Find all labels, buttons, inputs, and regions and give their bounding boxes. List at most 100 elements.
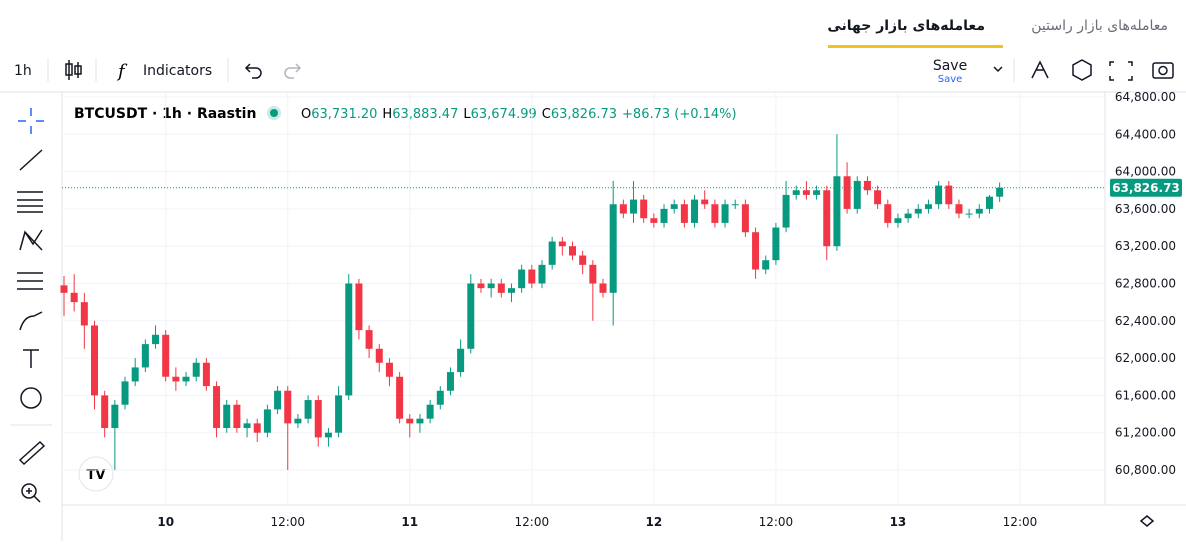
candle-body	[904, 213, 912, 219]
candle-body	[131, 367, 139, 382]
x-tick-label: 13	[890, 515, 907, 529]
fib-tool[interactable]	[17, 191, 43, 213]
last-price-label: 63,826.73	[1112, 181, 1180, 195]
candle-body	[640, 199, 648, 219]
text-tool[interactable]	[23, 349, 39, 368]
save-button[interactable]: Save	[933, 58, 967, 74]
candle-body	[304, 400, 312, 419]
drawing-toolbar	[17, 108, 46, 503]
emoji-tool[interactable]	[20, 387, 42, 409]
redo-button[interactable]	[284, 63, 302, 79]
candle-body	[467, 283, 475, 349]
pattern-tool[interactable]	[19, 229, 43, 251]
label: C	[542, 107, 551, 122]
candle-body	[650, 218, 658, 223]
candle-body	[162, 334, 170, 377]
candle-body	[141, 344, 149, 368]
indicators-button[interactable]: Indicators	[143, 63, 212, 79]
candle-body	[263, 409, 271, 433]
candle-body	[223, 404, 231, 429]
candle-body	[324, 432, 332, 438]
candle-body	[985, 196, 993, 209]
candle-body	[589, 264, 597, 284]
alert-button[interactable]	[1031, 60, 1049, 79]
status-dot	[270, 109, 278, 117]
candle-type-button[interactable]	[65, 60, 82, 80]
crosshair-tool[interactable]	[18, 108, 44, 134]
candle-body	[599, 283, 607, 293]
candle-body	[172, 376, 180, 382]
candle-body	[274, 390, 282, 410]
tab-active[interactable]: معامله‌های بازار جهانی	[827, 18, 985, 34]
candle-body	[497, 283, 505, 293]
candle-body	[416, 418, 424, 424]
candle-body	[507, 288, 515, 293]
candle-body	[975, 208, 983, 214]
candle-body	[192, 362, 200, 377]
candle-body	[243, 423, 251, 429]
candle-body	[955, 204, 963, 214]
candle-body	[762, 260, 770, 270]
y-tick-label: 64,000.00	[1115, 165, 1176, 179]
screenshot-button[interactable]	[1152, 62, 1174, 79]
candle-body	[385, 362, 393, 377]
x-tick-label: 12:00	[515, 515, 550, 529]
candle-body	[426, 404, 434, 419]
settings-button[interactable]	[1072, 59, 1092, 81]
trendline-tool[interactable]	[19, 149, 43, 171]
candle-body	[833, 176, 841, 247]
undo-button[interactable]	[244, 63, 262, 79]
tab-bar	[0, 0, 1186, 48]
y-tick-label: 64,400.00	[1115, 127, 1176, 141]
candle-body	[457, 348, 465, 373]
candle-body	[701, 199, 709, 205]
candle-body	[548, 241, 556, 265]
logo[interactable]	[78, 456, 114, 492]
candle-body	[406, 418, 414, 424]
y-tick-label: 62,400.00	[1115, 314, 1176, 328]
candle-body	[711, 204, 719, 223]
projection-tool[interactable]	[17, 272, 43, 290]
candle-body	[558, 241, 566, 247]
candle-body	[538, 264, 546, 284]
label: H	[382, 107, 392, 122]
ruler-tool[interactable]	[18, 440, 46, 466]
candle-body	[294, 418, 302, 424]
candle-body	[619, 204, 627, 214]
candle-body	[80, 302, 88, 326]
indicators-icon[interactable]: f	[116, 61, 128, 82]
y-tick-label: 61,200.00	[1115, 426, 1176, 440]
candle-body	[741, 204, 749, 233]
axis-settings[interactable]	[1139, 515, 1155, 527]
candle-body	[874, 190, 882, 205]
tab[interactable]: معامله‌های بازار راستین	[1031, 18, 1168, 34]
y-tick-label: 62,800.00	[1115, 277, 1176, 291]
save-menu[interactable]	[993, 66, 1003, 73]
y-tick-label: 61,600.00	[1115, 388, 1176, 402]
candle-body	[945, 185, 953, 205]
candle-body	[284, 390, 292, 424]
candle-body	[894, 218, 902, 223]
candle-body	[253, 423, 261, 433]
y-tick-label: 63,200.00	[1115, 239, 1176, 253]
x-tick-label: 12	[646, 515, 663, 529]
candle-body	[965, 213, 973, 215]
x-tick-label: 12:00	[270, 515, 305, 529]
candle-body	[446, 372, 454, 391]
logo-mark: TV	[87, 468, 106, 483]
candle-body	[996, 187, 1004, 197]
interval-button[interactable]: 1h	[14, 63, 32, 79]
brush-tool[interactable]	[19, 311, 43, 331]
fullscreen-button[interactable]	[1109, 61, 1133, 81]
zoom-tool[interactable]	[21, 483, 37, 499]
candle-body	[853, 180, 861, 209]
candle-body	[813, 190, 821, 195]
candle-body	[935, 185, 943, 205]
tab-underline	[828, 45, 1003, 48]
candle-body	[863, 180, 871, 191]
x-tick-label: 12:00	[759, 515, 794, 529]
candle-body	[121, 381, 129, 405]
candle-body	[101, 395, 109, 429]
zoom-tool-detail	[26, 488, 41, 503]
